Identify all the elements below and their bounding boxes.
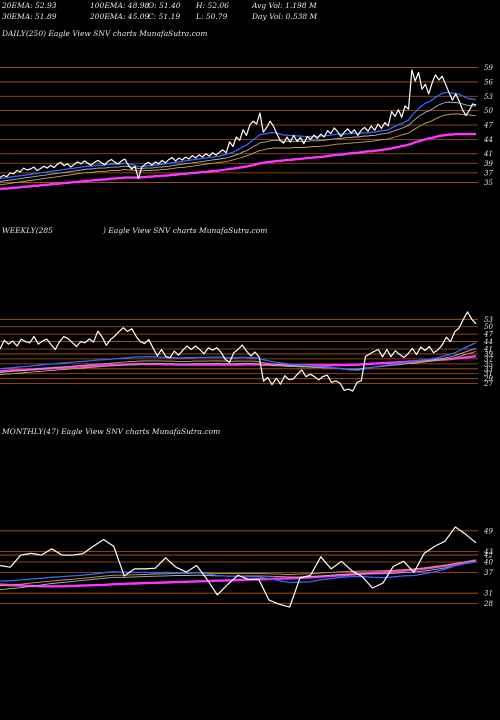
daily-panel-label: DAILY(250) Eagle View SNV charts MunafaS… [2, 29, 208, 38]
daily-tick-label-0: 59 [484, 64, 493, 72]
header-ema20: 20EMA: 52.93 [2, 1, 57, 10]
daily-series-ema-mid [0, 101, 476, 182]
weekly-tick-label-0: 53 [484, 316, 493, 324]
daily-tick-label-7: 39 [484, 160, 493, 168]
weekly-tick-label-1: 50 [484, 323, 493, 331]
weekly-tick-label-6: 37 [484, 355, 493, 363]
daily-tick-label-1: 56 [484, 78, 493, 86]
monthly-tick-label-3: 40 [483, 559, 493, 567]
daily-tick-label-8: 37 [484, 169, 493, 177]
weekly-series-ema-slow [0, 355, 477, 373]
monthly-tick-label-2: 42 [483, 552, 493, 560]
monthly-tick-label-0: 49 [483, 527, 493, 535]
daily-series-ema-gold [0, 113, 476, 186]
monthly-series-price [0, 526, 477, 608]
weekly-panel-label-left: WEEKLY(285 [2, 226, 53, 235]
daily-tick-label-6: 41 [483, 150, 493, 158]
weekly-tick-label-10: 29 [483, 375, 493, 383]
weekly-tick-label-2: 47 [483, 331, 493, 339]
weekly-tick-label-8: 33 [484, 365, 493, 373]
daily-series-price [0, 69, 477, 180]
monthly-series-ema-gold [0, 559, 477, 587]
weekly-tick-label-11: 27 [483, 380, 493, 388]
monthly-tick-label-1: 43 [483, 548, 493, 556]
header-ema200: 200EMA: 45.09 [90, 12, 150, 21]
weekly-tick-label-3: 44 [483, 338, 493, 346]
monthly-series-ema-slow [0, 559, 477, 588]
daily-tick-label-9: 35 [484, 179, 493, 187]
weekly-panel-label-right: ) Eagle View SNV charts MunafaSutra.com [103, 226, 268, 235]
daily-tick-label-5: 44 [483, 136, 493, 144]
header-low: L: 50.79 [196, 12, 228, 21]
daily-series-ema-fast [0, 91, 477, 180]
header-open: O: 51.40 [148, 1, 181, 10]
weekly-series-price [0, 311, 477, 392]
monthly-tick-label-6: 28 [483, 600, 493, 608]
monthly-tick-label-5: 31 [484, 590, 493, 598]
monthly-tick-label-4: 37 [484, 569, 493, 577]
header-close: C: 51.19 [148, 12, 181, 21]
weekly-tick-label-4: 41 [483, 346, 493, 354]
daily-series-ema-slow [0, 132, 476, 191]
header-high: H: 52.06 [196, 1, 229, 10]
daily-tick-label-2: 53 [484, 93, 493, 101]
header-ema100: 100EMA: 48.98 [90, 1, 150, 10]
monthly-series-ema-fast [0, 561, 477, 584]
header-day-vol: Day Vol: 0.538 M [252, 12, 318, 21]
weekly-tick-label-7: 35 [484, 360, 493, 368]
daily-tick-label-4: 47 [483, 122, 493, 130]
weekly-tick-label-9: 31 [484, 370, 493, 378]
weekly-series-ema-fast [0, 342, 477, 371]
daily-tick-label-3: 50 [484, 107, 493, 115]
header-ema30: 30EMA: 51.89 [2, 12, 57, 21]
monthly-panel-label: MONTHLY(47) Eagle View SNV charts Munafa… [2, 427, 221, 436]
weekly-tick-label-5: 39 [484, 350, 493, 358]
weekly-series-ema-gold [0, 351, 477, 376]
header-avg-vol: Avg Vol: 1.198 M [252, 1, 317, 10]
